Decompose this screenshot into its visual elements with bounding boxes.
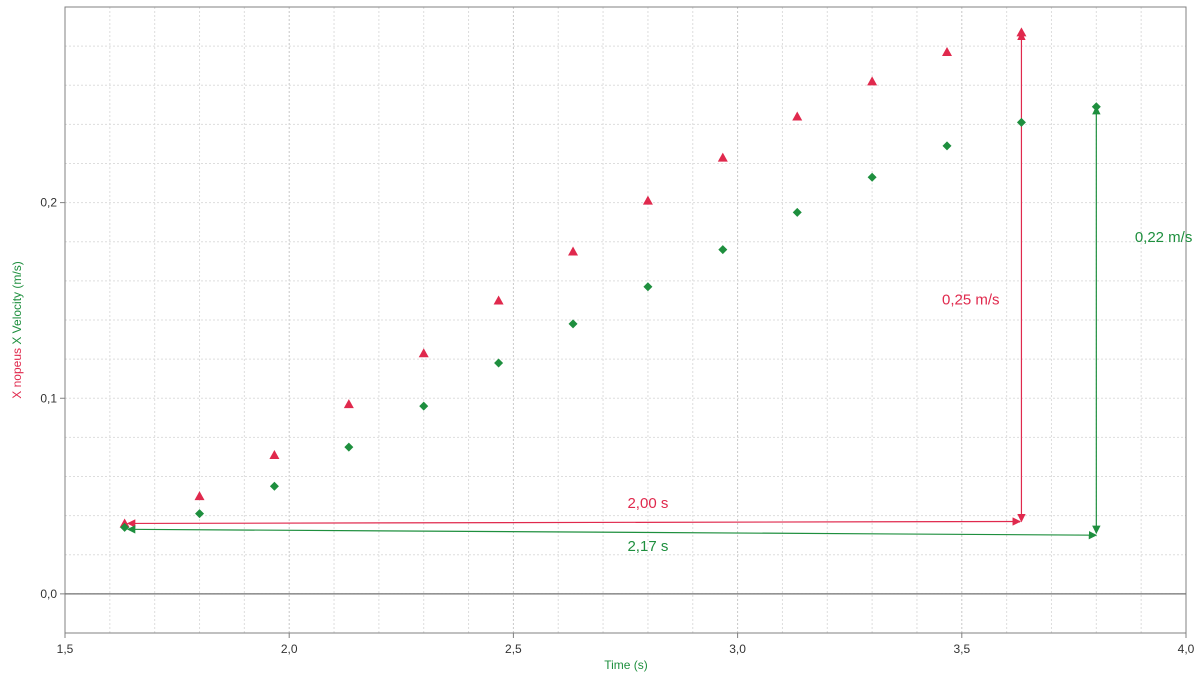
x-tick-label: 3,5 [953, 642, 970, 656]
data-point-diamond [942, 141, 952, 151]
data-point-triangle [1016, 27, 1027, 37]
data-point-diamond [1091, 102, 1101, 112]
y-tick-label: 0,2 [40, 196, 57, 210]
data-point-triangle [194, 491, 205, 501]
x-tick-label: 1,5 [57, 642, 74, 656]
data-point-diamond [643, 282, 653, 292]
data-point-triangle [418, 348, 429, 358]
plot-frame [64, 6, 1187, 634]
data-point-diamond [718, 245, 728, 255]
tick-labels: 1,5 2,0 2,5 3,0 3,5 4,0 0,0 0,1 0,2 [40, 196, 1194, 656]
y-axis-title: X nopeus X Velocity (m/s) [10, 261, 24, 398]
x-tick-label: 2,5 [505, 642, 522, 656]
data-point-diamond [867, 172, 877, 182]
annotation-label: 2,00 s [627, 495, 668, 512]
data-point-diamond [792, 207, 802, 217]
data-point-diamond [1016, 117, 1026, 127]
data-points [119, 27, 1101, 532]
data-point-triangle [717, 152, 728, 162]
time-interval-arrow [126, 525, 1098, 540]
x-axis-title: Time (s) [604, 658, 648, 672]
data-point-triangle [568, 246, 579, 256]
annotations: 2,00 s 0,25 m/s 2,17 s 0,22 m/s [126, 31, 1193, 555]
data-point-diamond [419, 401, 429, 411]
data-point-triangle [792, 111, 803, 121]
data-point-triangle [867, 76, 878, 86]
x-tick-label: 2,0 [281, 642, 298, 656]
data-point-diamond [344, 442, 354, 452]
time-interval-arrow [126, 517, 1021, 528]
data-point-triangle [642, 195, 653, 205]
axes [60, 6, 1187, 638]
x-tick-label: 3,0 [729, 642, 746, 656]
annotation-label: 0,22 m/s [1135, 229, 1193, 246]
data-point-triangle [942, 46, 953, 56]
y-tick-label: 0,1 [40, 391, 57, 405]
data-point-triangle [493, 295, 504, 305]
annotation-label: 0,25 m/s [942, 291, 1000, 308]
x-tick-label: 4,0 [1178, 642, 1195, 656]
data-point-diamond [195, 509, 205, 519]
y-axis-title-part: X Velocity (m/s) [10, 261, 24, 348]
data-point-diamond [568, 319, 578, 329]
grid [64, 6, 1187, 633]
data-point-triangle [343, 399, 354, 409]
data-point-diamond [494, 358, 504, 368]
data-point-diamond [269, 481, 279, 491]
data-point-diamond [120, 522, 130, 532]
annotation-label: 2,17 s [627, 538, 668, 555]
data-point-triangle [269, 449, 280, 459]
y-axis-title-part: X nopeus [10, 348, 24, 399]
y-tick-label: 0,0 [40, 587, 57, 601]
